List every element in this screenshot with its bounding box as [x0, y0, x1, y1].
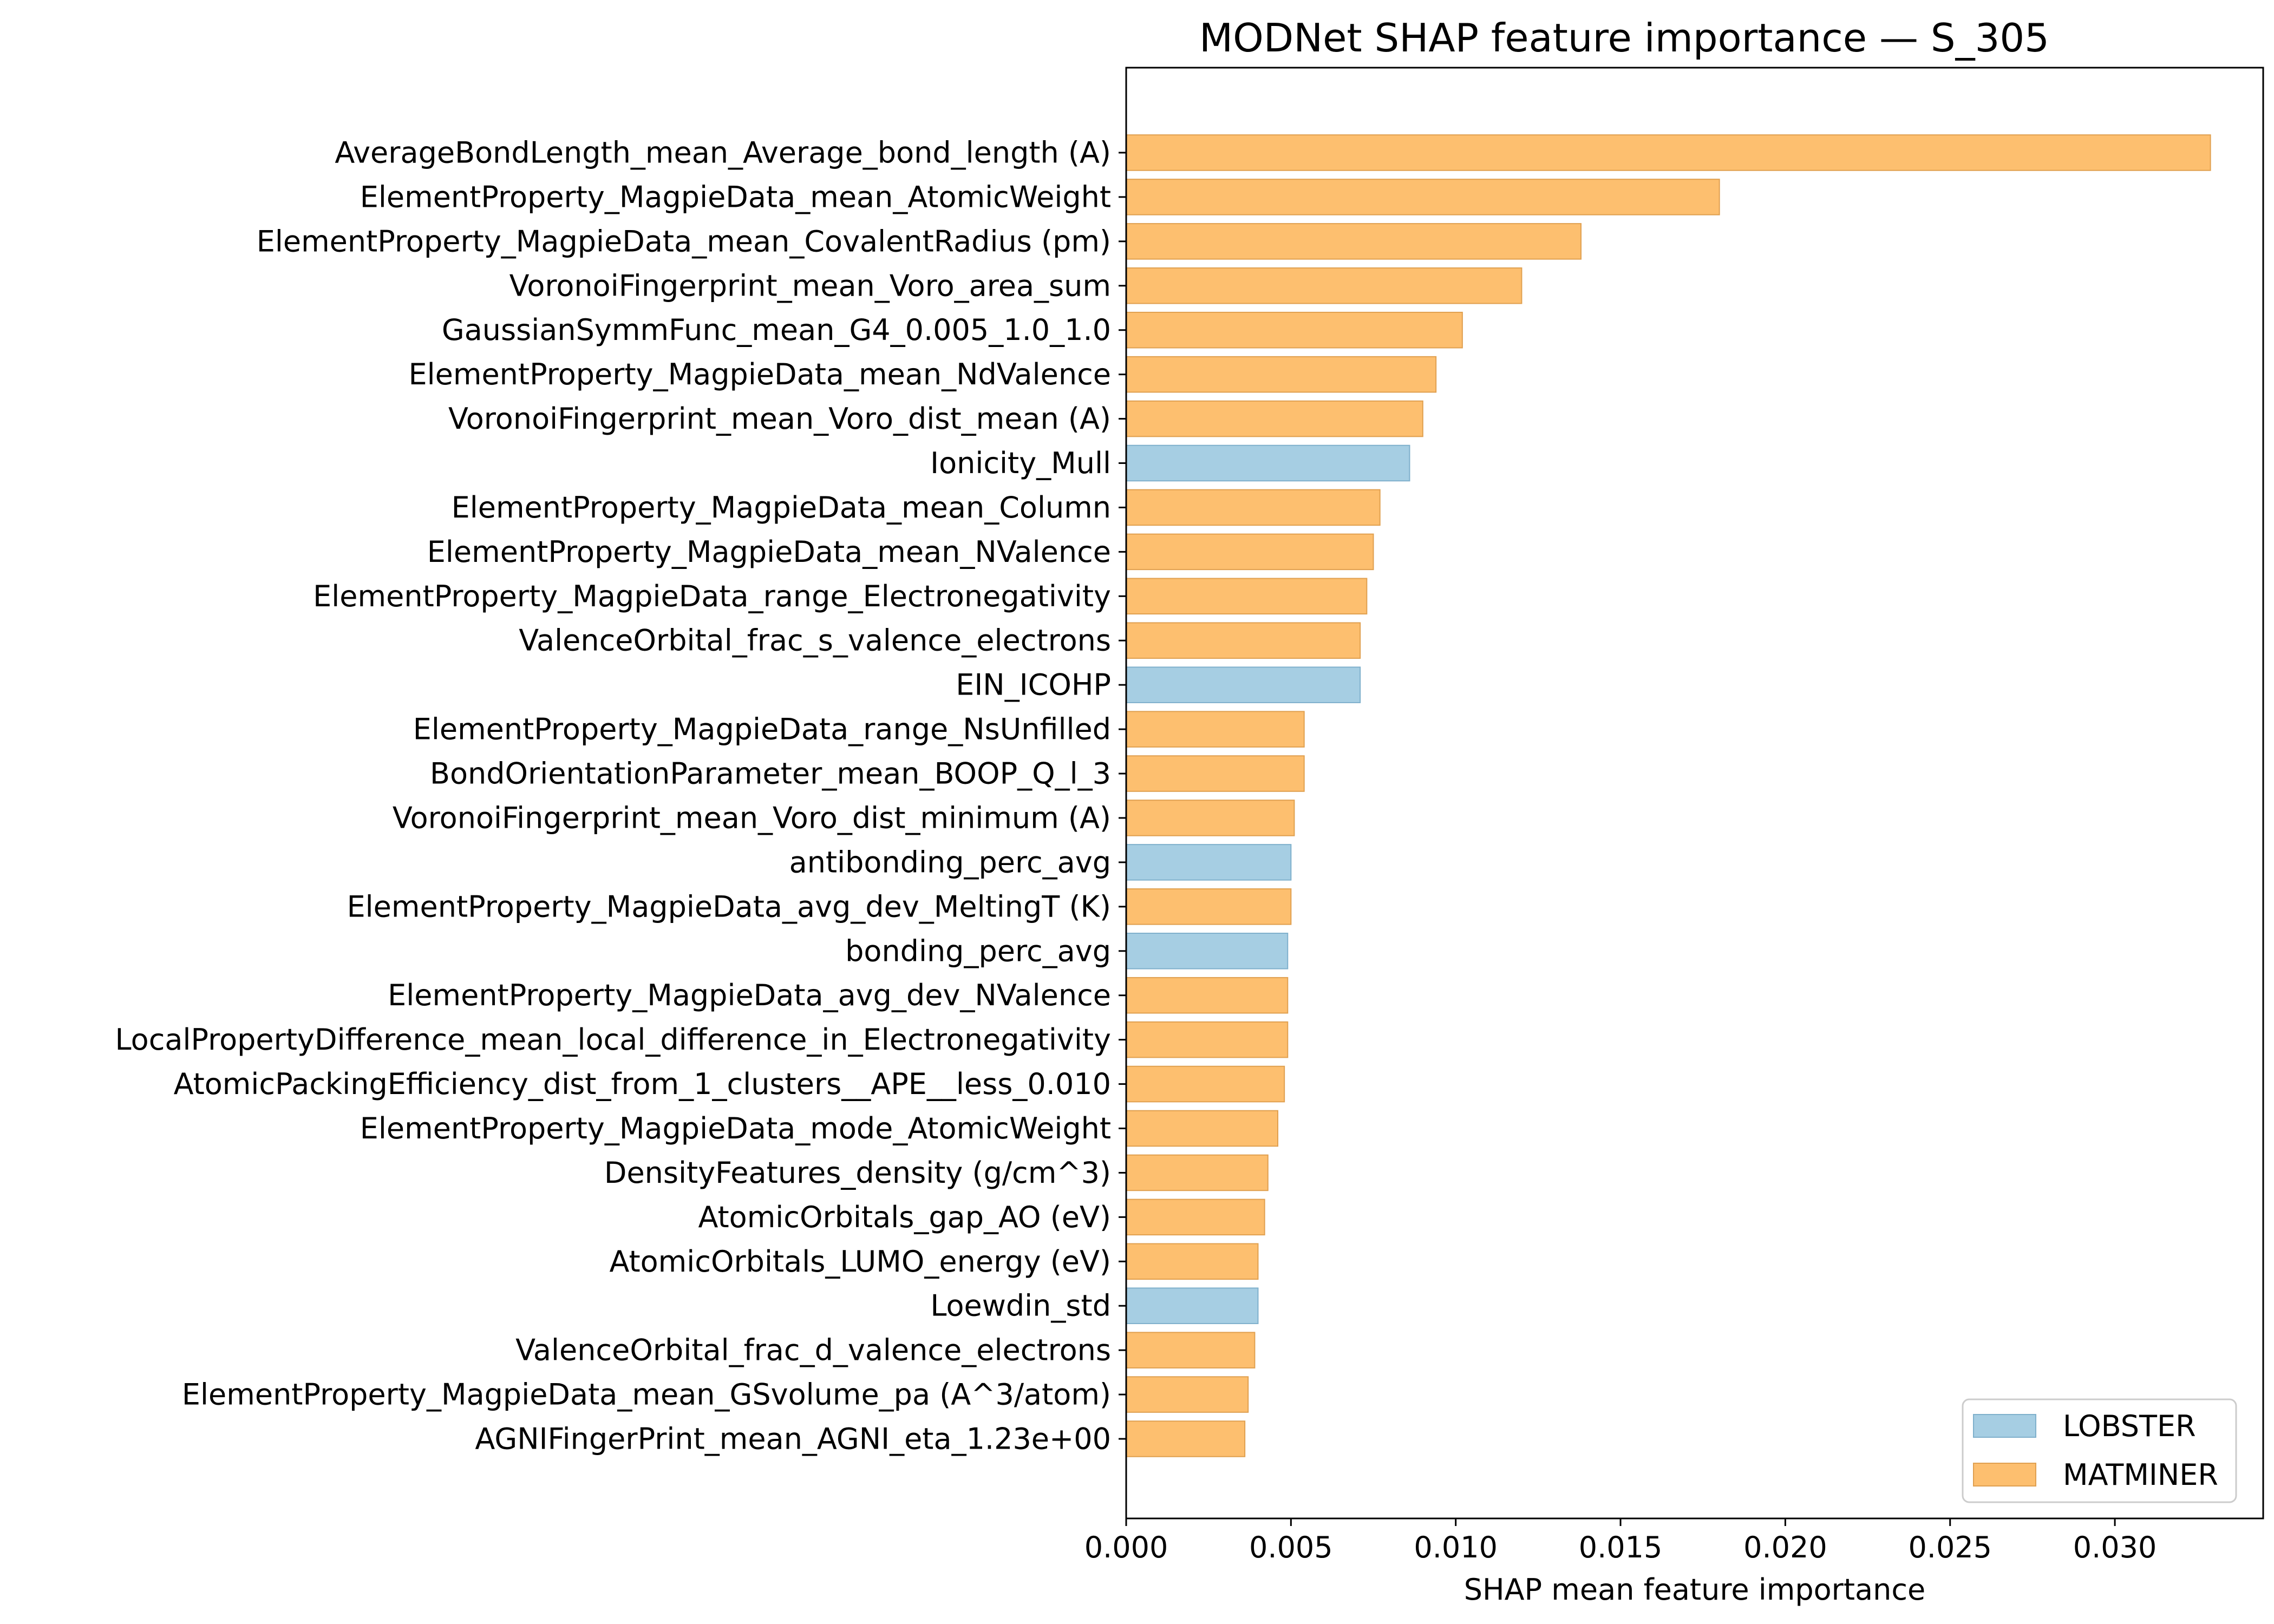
bar-matminer — [1126, 800, 1295, 836]
legend-label-lobster: LOBSTER — [2063, 1409, 2196, 1443]
bar-matminer — [1126, 1332, 1256, 1368]
feature-label: EIN_ICOHP — [956, 668, 1111, 702]
bar-matminer — [1126, 622, 1361, 659]
feature-label: AtomicPackingEfficiency_dist_from_1_clus… — [174, 1067, 1111, 1101]
feature-label: ElementProperty_MagpieData_mode_AtomicWe… — [360, 1111, 1111, 1145]
x-tick-label: 0.005 — [1249, 1530, 1333, 1564]
feature-label: antibonding_perc_avg — [789, 845, 1111, 879]
x-tick-label: 0.000 — [1084, 1530, 1168, 1564]
legend-label-matminer: MATMINER — [2063, 1458, 2218, 1492]
bar-matminer — [1126, 888, 1292, 925]
bar-matminer — [1126, 356, 1437, 393]
bar-lobster — [1126, 1287, 1259, 1324]
bar-matminer — [1126, 267, 1522, 304]
feature-label: VoronoiFingerprint_mean_Voro_dist_minimu… — [393, 801, 1111, 835]
feature-label: AtomicOrbitals_gap_AO (eV) — [698, 1200, 1112, 1234]
bar-matminer — [1126, 1110, 1278, 1147]
bar-matminer — [1126, 755, 1305, 792]
bar-lobster — [1126, 844, 1292, 881]
bar-matminer — [1126, 134, 2211, 171]
feature-label: ElementProperty_MagpieData_avg_dev_Melti… — [347, 889, 1111, 924]
bar-matminer — [1126, 400, 1423, 437]
legend-swatch-matminer — [1973, 1463, 2036, 1487]
feature-label: GaussianSymmFunc_mean_G4_0.005_1.0_1.0 — [442, 313, 1111, 347]
bar-matminer — [1126, 179, 1720, 215]
feature-label: VoronoiFingerprint_mean_Voro_dist_mean (… — [448, 402, 1111, 436]
bar-matminer — [1126, 1376, 1249, 1413]
plot-frame — [1125, 67, 2264, 1520]
feature-label: ValenceOrbital_frac_s_valence_electrons — [519, 624, 1111, 658]
feature-label: ElementProperty_MagpieData_mean_AtomicWe… — [360, 180, 1111, 214]
feature-label: VoronoiFingerprint_mean_Voro_area_sum — [509, 269, 1111, 303]
bar-matminer — [1126, 1021, 1289, 1058]
feature-label: ValenceOrbital_frac_d_valence_electrons — [515, 1333, 1111, 1367]
feature-label: AverageBondLength_mean_Average_bond_leng… — [335, 136, 1111, 170]
feature-label: LocalPropertyDifference_mean_local_diffe… — [115, 1023, 1111, 1057]
bar-matminer — [1126, 1065, 1285, 1103]
feature-label: ElementProperty_MagpieData_range_Electro… — [313, 579, 1111, 613]
bar-lobster — [1126, 444, 1410, 482]
legend-swatch-lobster — [1973, 1414, 2036, 1438]
bar-matminer — [1126, 223, 1582, 260]
bar-matminer — [1126, 489, 1381, 526]
x-tick-label: 0.020 — [1743, 1530, 1827, 1564]
feature-label: ElementProperty_MagpieData_mean_NdValenc… — [409, 357, 1111, 391]
x-axis-title: SHAP mean feature importance — [1464, 1573, 1926, 1607]
feature-label: Loewdin_std — [930, 1289, 1111, 1323]
chart-title: MODNet SHAP feature importance — S_305 — [1199, 15, 2049, 61]
x-axis-layer: 0.000 0.005 0.010 0.015 0.020 0.025 0.030 — [1084, 1518, 2157, 1564]
bar-lobster — [1126, 666, 1361, 703]
feature-label: Ionicity_Mull — [930, 446, 1111, 480]
bar-matminer — [1126, 533, 1374, 571]
feature-label: ElementProperty_MagpieData_mean_NValence — [427, 535, 1111, 569]
bar-matminer — [1126, 711, 1305, 748]
bar-matminer — [1126, 977, 1289, 1014]
x-tick-label: 0.030 — [2073, 1530, 2157, 1564]
feature-label: BondOrientationParameter_mean_BOOP_Q_l_3 — [430, 757, 1111, 791]
feature-label: bonding_perc_avg — [845, 934, 1111, 968]
feature-label: AtomicOrbitals_LUMO_energy (eV) — [609, 1245, 1111, 1279]
feature-label: ElementProperty_MagpieData_mean_Covalent… — [257, 224, 1111, 258]
feature-label: ElementProperty_MagpieData_range_NsUnfil… — [413, 712, 1111, 746]
legend: LOBSTER MATMINER — [1962, 1398, 2237, 1503]
x-tick-label: 0.025 — [1908, 1530, 1992, 1564]
bar-matminer — [1126, 1199, 1265, 1236]
bar-matminer — [1126, 1154, 1269, 1191]
bar-matminer — [1126, 578, 1368, 615]
feature-labels-layer: AverageBondLength_mean_Average_bond_leng… — [115, 136, 1126, 1456]
feature-label: ElementProperty_MagpieData_avg_dev_NVale… — [388, 978, 1111, 1012]
x-tick-label: 0.010 — [1414, 1530, 1498, 1564]
feature-label: AGNIFingerPrint_mean_AGNI_eta_1.23e+00 — [475, 1422, 1111, 1456]
bar-matminer — [1126, 1243, 1259, 1280]
bars-layer — [1126, 134, 2211, 1457]
feature-label: ElementProperty_MagpieData_mean_GSvolume… — [182, 1378, 1111, 1412]
feature-label: ElementProperty_MagpieData_mean_Column — [452, 490, 1111, 525]
bar-matminer — [1126, 1420, 1246, 1457]
feature-label: DensityFeatures_density (g/cm^3) — [604, 1156, 1111, 1190]
x-tick-label: 0.015 — [1579, 1530, 1663, 1564]
bar-lobster — [1126, 932, 1289, 970]
bar-matminer — [1126, 311, 1463, 349]
